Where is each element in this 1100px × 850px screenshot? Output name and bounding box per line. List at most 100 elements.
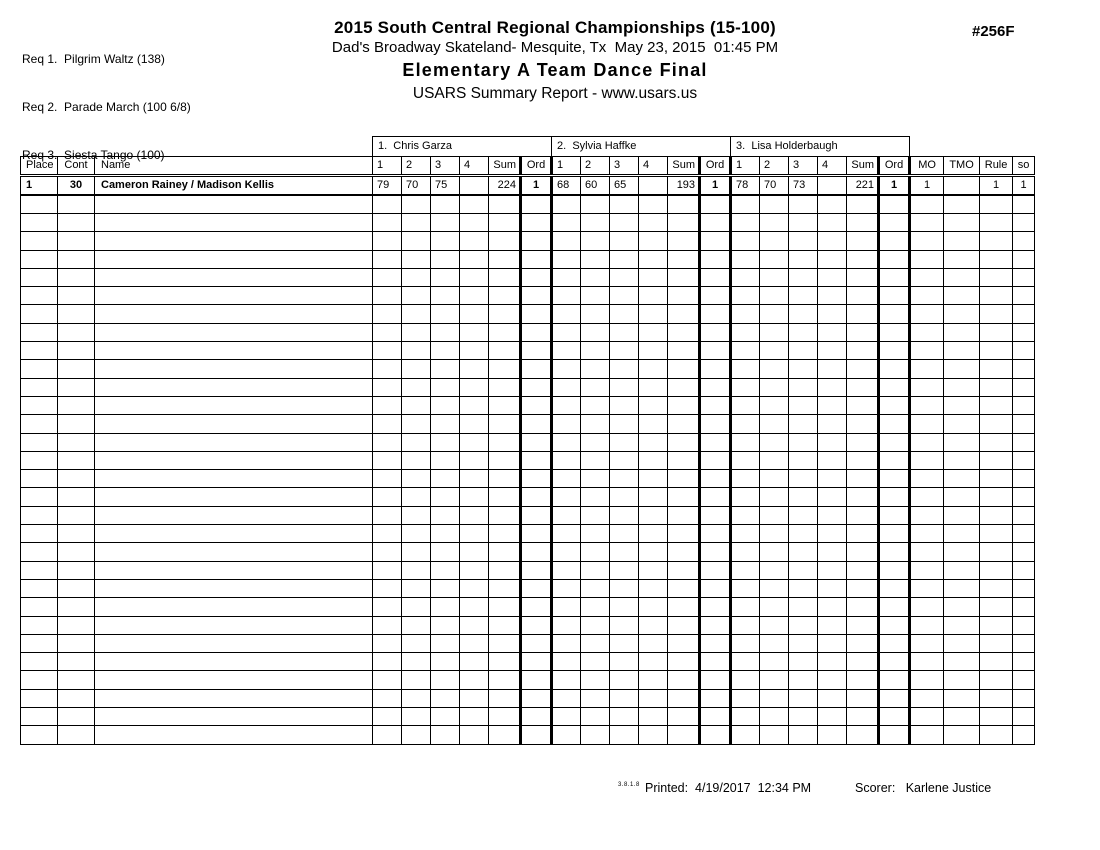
- score-cell: [638, 395, 669, 416]
- score-cell: [580, 341, 611, 361]
- sum-cell: [846, 322, 880, 343]
- score-cell: [609, 286, 640, 306]
- score-cell: [759, 194, 790, 214]
- ord-cell: [698, 652, 733, 672]
- score-cell: [551, 450, 582, 471]
- score-cell: [817, 633, 848, 654]
- score-cell: [430, 212, 461, 233]
- name-cell: [93, 395, 374, 416]
- score-cell: [638, 286, 669, 306]
- score-cell: [759, 670, 790, 690]
- cont-cell: [57, 432, 95, 452]
- score-cell: [430, 615, 461, 635]
- tmo-cell: [943, 395, 981, 416]
- so-cell: [1012, 560, 1036, 580]
- rule-cell: [979, 505, 1014, 526]
- col-header-sum: Sum: [667, 156, 701, 177]
- mo-cell: [909, 652, 945, 672]
- place-cell: [20, 432, 58, 452]
- sum-cell: [667, 560, 701, 580]
- score-cell: [401, 249, 432, 269]
- score-cell: [788, 194, 819, 214]
- ord-cell: [698, 578, 733, 599]
- score-cell: [580, 194, 611, 214]
- score-cell: [759, 505, 790, 526]
- score-cell: [817, 377, 848, 397]
- name-cell: [93, 414, 374, 434]
- ord-cell: [698, 524, 733, 544]
- place-cell: [20, 633, 58, 654]
- ord-cell: [698, 231, 733, 251]
- sum-cell: [667, 304, 701, 324]
- score-cell: [817, 469, 848, 489]
- ord-cell: [877, 414, 912, 434]
- score-cell: [459, 633, 490, 654]
- tmo-cell: [943, 286, 981, 306]
- score-cell: [459, 194, 490, 214]
- mo-cell: [909, 688, 945, 709]
- empty-row: [20, 615, 1036, 635]
- score-cell: [430, 505, 461, 526]
- name-cell: [93, 267, 374, 288]
- score-cell: [580, 395, 611, 416]
- score-cell: [430, 304, 461, 324]
- score-cell: [817, 542, 848, 562]
- score-cell: [580, 377, 611, 397]
- score-cell: [609, 597, 640, 617]
- score-cell: [459, 652, 490, 672]
- mo-cell: [909, 633, 945, 654]
- ord-cell: [519, 725, 554, 745]
- score-cell: [551, 615, 582, 635]
- score-cell: [817, 322, 848, 343]
- ord-cell: [877, 652, 912, 672]
- score-cell: [817, 249, 848, 269]
- empty-row: [20, 469, 1036, 489]
- rule-cell: [979, 395, 1014, 416]
- mo-cell: [909, 615, 945, 635]
- sum-cell: [846, 652, 880, 672]
- tmo-cell: [943, 542, 981, 562]
- sum-cell: [488, 212, 522, 233]
- so-cell: [1012, 231, 1036, 251]
- score-cell: [638, 707, 669, 727]
- score-cell: [730, 688, 761, 709]
- score-cell: [788, 267, 819, 288]
- ord-cell: [698, 322, 733, 343]
- ord-cell: [519, 341, 554, 361]
- col-header-tmo: TMO: [943, 156, 981, 177]
- empty-row: [20, 212, 1036, 233]
- score-cell: [459, 578, 490, 599]
- score-cell: [580, 322, 611, 343]
- place-cell: [20, 670, 58, 690]
- score-cell: [638, 670, 669, 690]
- score-cell: [609, 231, 640, 251]
- col-header-cont: Cont: [57, 156, 95, 177]
- sum-cell: [846, 231, 880, 251]
- place-cell: 1: [20, 175, 58, 196]
- ord-cell: [877, 505, 912, 526]
- cont-cell: [57, 560, 95, 580]
- ord-cell: [698, 505, 733, 526]
- ord-cell: [698, 615, 733, 635]
- ord-cell: [698, 725, 733, 745]
- score-cell: [759, 304, 790, 324]
- score-cell: [459, 707, 490, 727]
- score-cell: [430, 286, 461, 306]
- score-cell: [817, 267, 848, 288]
- score-cell: [401, 432, 432, 452]
- score-cell: [788, 670, 819, 690]
- printed-timestamp: Printed: 4/19/2017 12:34 PM: [645, 781, 812, 795]
- score-cell: [788, 377, 819, 397]
- score-cell: [401, 560, 432, 580]
- score-cell: [459, 487, 490, 507]
- place-cell: [20, 450, 58, 471]
- sum-cell: [488, 395, 522, 416]
- ord-cell: [698, 633, 733, 654]
- score-cell: [580, 469, 611, 489]
- score-cell: [817, 688, 848, 709]
- place-cell: [20, 377, 58, 397]
- col-header-rule: Rule: [979, 156, 1014, 177]
- so-cell: [1012, 322, 1036, 343]
- score-cell: [609, 633, 640, 654]
- score-cell: [551, 487, 582, 507]
